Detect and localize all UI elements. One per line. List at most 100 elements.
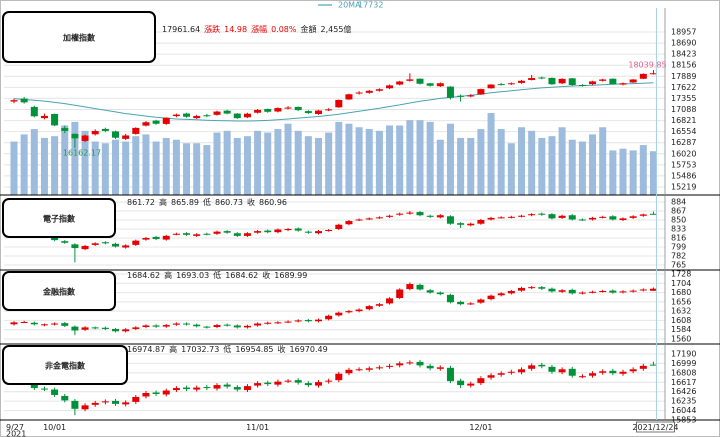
candle-body — [61, 395, 69, 401]
volume-bar — [477, 129, 485, 195]
candle-body — [304, 383, 312, 386]
header-label: 高 — [159, 197, 167, 207]
header-open: 1684.62 — [127, 271, 160, 280]
candle-body — [578, 292, 586, 294]
volume-bar — [649, 151, 657, 195]
y-tick-label: 1560 — [671, 335, 691, 344]
y-tick-label: 16999 — [671, 359, 696, 368]
candle-body — [112, 328, 119, 332]
panel-title: 非金電指數 — [45, 361, 86, 371]
candle-body — [51, 236, 59, 241]
x-label-box — [636, 421, 675, 433]
candle-body — [112, 400, 119, 404]
panel-title: 加權指數 — [62, 33, 96, 43]
candle-body — [112, 243, 119, 247]
candle-body — [315, 382, 322, 386]
volume-bar — [446, 123, 454, 195]
candle-body — [233, 387, 241, 390]
y-tick-label: 1704 — [671, 279, 691, 288]
candle-body — [51, 389, 59, 395]
legend-value: 17732 — [358, 1, 383, 10]
candle-body — [548, 366, 556, 372]
candle-body — [375, 89, 383, 91]
volume-bar — [355, 127, 363, 195]
candle-body — [162, 325, 170, 327]
candle-body — [629, 290, 637, 292]
candle-body — [71, 244, 79, 249]
volume-bar — [20, 134, 28, 195]
candle-body — [284, 107, 292, 109]
x-tick-label: 12/01 — [469, 423, 492, 432]
candle-body — [142, 238, 150, 240]
candle-body — [223, 110, 231, 114]
header-open: 16974.87 — [127, 345, 165, 354]
header-close: 16970.49 — [290, 345, 328, 354]
candle-body — [477, 299, 485, 303]
candle-body — [518, 287, 525, 291]
candle-body — [243, 233, 251, 236]
candle-body — [254, 323, 262, 326]
candle-body — [183, 113, 191, 117]
candle-body — [345, 221, 353, 225]
y-tick-label: 850 — [671, 216, 686, 225]
volume-bar — [91, 141, 99, 195]
volume-bar — [122, 141, 130, 195]
header: 16974.87 高 17032.73 低 16954.85 收 16970.49 — [127, 344, 328, 354]
candle-body — [558, 369, 566, 373]
candle-body — [599, 79, 607, 81]
candle-body — [40, 115, 48, 119]
candle-body — [30, 322, 38, 325]
volume-bar — [223, 130, 231, 195]
header-close: 860.96 — [259, 198, 287, 207]
y-tick-label: 799 — [671, 243, 686, 252]
candle-body — [183, 387, 191, 390]
candle-body — [142, 392, 150, 397]
volume-bar — [335, 121, 343, 195]
candle-body — [639, 365, 647, 369]
candle-body — [629, 79, 637, 83]
volume-bar — [274, 129, 282, 195]
candle-body — [223, 384, 231, 387]
y-tick-label: 18957 — [671, 28, 696, 37]
candle-body — [152, 325, 160, 327]
legend-label: 20MA — [338, 1, 361, 10]
header-low: 16954.85 — [235, 345, 273, 354]
header: 1684.62 高 1693.03 低 1684.62 收 1689.99 — [127, 270, 307, 280]
candle-body — [71, 400, 79, 409]
candle-body — [254, 383, 262, 386]
candle-body — [619, 83, 627, 85]
candle-body — [325, 109, 333, 111]
header-label: 低 — [213, 270, 221, 280]
header-label: 漲跌 — [204, 24, 220, 34]
candle-body — [538, 364, 546, 367]
candle-body — [629, 369, 637, 372]
candle-body — [446, 294, 454, 303]
volume-bar — [507, 143, 515, 195]
candle-body — [568, 368, 576, 376]
candle-body — [548, 288, 556, 292]
candle-body — [416, 361, 424, 366]
y-tick-label: 16808 — [671, 368, 696, 377]
volume-bar — [416, 120, 424, 195]
candle-body — [639, 289, 647, 291]
volume-bar — [132, 136, 140, 195]
candle-body — [61, 323, 69, 326]
candle-body — [61, 128, 69, 131]
candle-body — [233, 233, 241, 236]
candle-body — [91, 402, 99, 405]
candle-body — [10, 100, 18, 102]
candle-body — [446, 216, 454, 224]
candle-body — [365, 368, 373, 370]
candle-body — [487, 295, 495, 300]
candle-body — [375, 367, 383, 369]
volume-bar — [51, 136, 59, 195]
volume-bar — [40, 137, 48, 195]
volume-bar — [152, 141, 160, 195]
candle-body — [101, 401, 109, 403]
volume-bar — [10, 141, 18, 195]
candle-body — [132, 240, 140, 245]
volume-bar — [599, 127, 607, 195]
title-box — [2, 11, 156, 63]
candle-body — [203, 387, 211, 389]
